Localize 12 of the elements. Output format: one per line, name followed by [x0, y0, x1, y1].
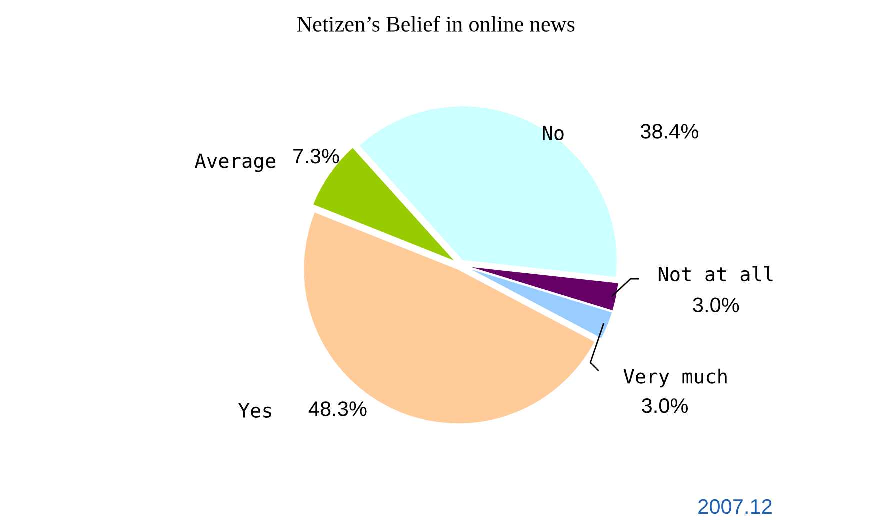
slice-label: Yes [238, 404, 272, 418]
slice-label: No [543, 126, 564, 141]
data-label: 38.4% [640, 124, 698, 139]
data-label: 7.3% [294, 148, 340, 164]
data-label: 3.0% [693, 298, 740, 312]
slice-label: Average [195, 154, 276, 172]
slice-label: Not at all [658, 266, 773, 282]
chart-title: Netizen’s Belief in online news [297, 16, 575, 32]
data-label: 3.0% [642, 398, 688, 414]
text: 2007.12 [698, 499, 772, 514]
data-label: 48.3% [308, 402, 367, 416]
slice-label: Very much [624, 368, 727, 388]
